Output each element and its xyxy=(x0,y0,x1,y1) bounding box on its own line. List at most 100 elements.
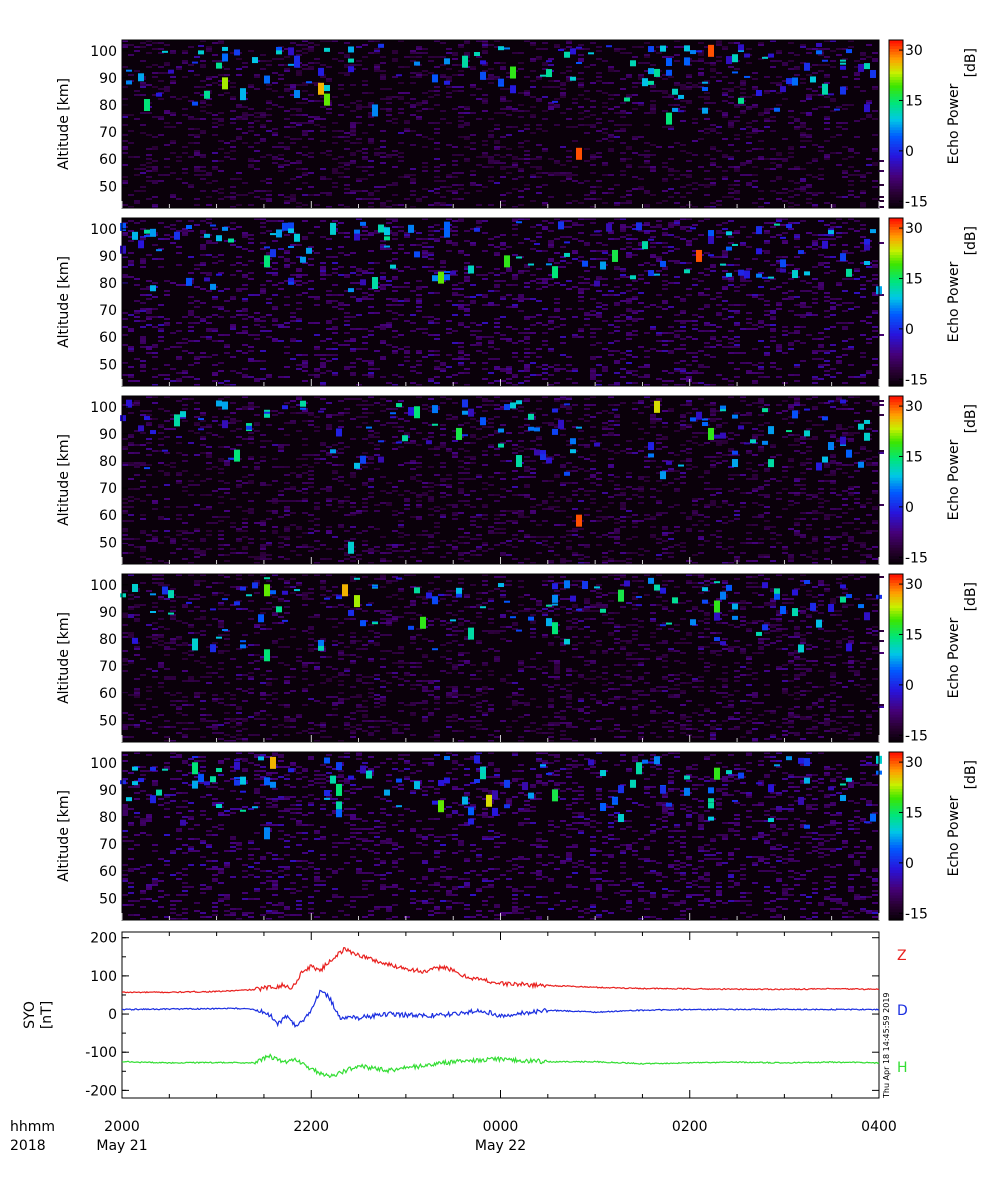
heatmap-cell xyxy=(860,284,866,286)
heatmap-cell xyxy=(380,340,386,342)
echo-streak xyxy=(348,58,354,63)
heatmap-cell xyxy=(230,498,236,500)
heatmap-cell xyxy=(674,40,680,42)
echo-streak xyxy=(324,47,330,52)
heatmap-cell xyxy=(230,192,236,194)
heatmap-cell xyxy=(530,174,536,176)
heatmap-cell xyxy=(662,370,668,372)
heatmap-cell xyxy=(260,198,266,200)
heatmap-cell xyxy=(554,310,560,312)
heatmap-cell xyxy=(290,114,296,116)
heatmap-cell xyxy=(188,364,194,366)
heatmap-cell xyxy=(356,64,362,66)
heatmap-cell xyxy=(704,102,710,104)
heatmap-cell xyxy=(830,306,836,308)
heatmap-cell xyxy=(230,326,236,328)
heatmap-cell xyxy=(314,296,320,298)
echo-streak xyxy=(654,273,660,276)
heatmap-cell xyxy=(134,310,140,312)
heatmap-cell xyxy=(284,84,290,86)
heatmap-cell xyxy=(548,258,554,260)
heatmap-cell xyxy=(326,194,332,196)
heatmap-cell xyxy=(224,92,230,94)
heatmap-cell xyxy=(494,348,500,350)
heatmap-cell xyxy=(848,156,854,158)
heatmap-cell xyxy=(620,230,626,232)
heatmap-cell xyxy=(248,238,254,240)
heatmap-cell xyxy=(644,54,650,56)
heatmap-cell xyxy=(266,200,272,202)
heatmap-cell xyxy=(434,322,440,324)
heatmap-cell xyxy=(572,250,578,252)
heatmap-cell xyxy=(614,124,620,126)
heatmap-cell xyxy=(788,146,794,148)
heatmap-cell xyxy=(728,220,734,222)
heatmap-cell xyxy=(254,190,260,192)
heatmap-cell xyxy=(614,218,620,220)
heatmap-cell xyxy=(632,228,638,230)
heatmap-cell xyxy=(722,116,728,118)
heatmap-cell xyxy=(140,410,146,412)
echo-streak xyxy=(270,249,276,258)
heatmap-cell xyxy=(734,310,740,312)
heatmap-cell xyxy=(350,316,356,318)
heatmap-cell xyxy=(368,360,374,362)
heatmap-cell xyxy=(464,354,470,356)
heatmap-cell xyxy=(212,168,218,170)
heatmap-cell xyxy=(620,196,626,198)
heatmap-cell xyxy=(308,296,314,298)
heatmap-cell xyxy=(548,278,554,280)
heatmap-cell xyxy=(230,196,236,198)
heatmap-cell xyxy=(590,164,596,166)
heatmap-cell xyxy=(236,172,242,174)
heatmap-cell xyxy=(128,276,134,278)
heatmap-cell xyxy=(614,70,620,72)
heatmap-cell xyxy=(566,78,572,80)
heatmap-cell xyxy=(248,294,254,296)
heatmap-cell xyxy=(140,238,146,240)
heatmap-cell xyxy=(812,94,818,96)
colorbar-frame xyxy=(888,39,904,209)
heatmap-cell xyxy=(530,96,536,98)
heatmap-cell xyxy=(602,258,608,260)
heatmap-cell xyxy=(716,236,722,238)
heatmap-cell xyxy=(146,288,152,290)
heatmap-cell xyxy=(710,384,716,386)
heatmap-cell xyxy=(320,366,326,368)
heatmap-cell xyxy=(722,318,728,320)
heatmap-cell xyxy=(524,332,530,334)
heatmap-cell xyxy=(524,94,530,96)
heatmap-cell xyxy=(548,244,554,246)
echo-streak xyxy=(210,224,216,227)
heatmap-cell xyxy=(368,192,374,194)
heatmap-cell xyxy=(722,94,728,96)
heatmap-cell xyxy=(164,378,170,380)
heatmap-cell xyxy=(764,108,770,110)
heatmap-cell xyxy=(422,136,428,138)
heatmap-cell xyxy=(380,156,386,158)
heatmap-cell xyxy=(356,142,362,144)
heatmap-cell xyxy=(824,224,830,226)
heatmap-cell xyxy=(608,70,614,72)
heatmap-cell xyxy=(602,448,608,450)
heatmap-cell xyxy=(818,378,824,380)
heatmap-cell xyxy=(380,78,386,80)
heatmap-cell xyxy=(218,316,224,318)
heatmap-cell xyxy=(386,222,392,224)
echo-hotspot-6 xyxy=(552,266,558,279)
heatmap-cell xyxy=(386,206,392,208)
heatmap-cell xyxy=(200,190,206,192)
heatmap-cell xyxy=(620,276,626,278)
heatmap-cell xyxy=(170,346,176,348)
heatmap-cell xyxy=(752,94,758,96)
heatmap-cell xyxy=(176,246,182,248)
heatmap-cell xyxy=(374,154,380,156)
heatmap-cell xyxy=(638,104,644,106)
heatmap-cell xyxy=(620,130,626,132)
heatmap-cell xyxy=(794,530,800,532)
heatmap-cell xyxy=(242,132,248,134)
heatmap-cell xyxy=(686,218,692,220)
heatmap-cell xyxy=(776,368,782,370)
heatmap-cell xyxy=(212,190,218,192)
heatmap-cell xyxy=(596,186,602,188)
